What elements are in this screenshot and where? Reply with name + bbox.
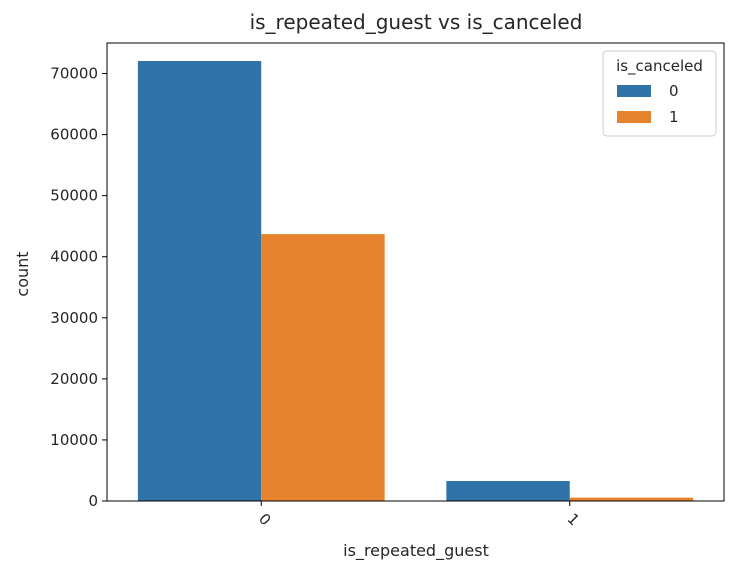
y-tick-label-10000: 10000 [50, 431, 98, 449]
y-tick-label-30000: 30000 [50, 309, 98, 327]
legend-label-0: 0 [669, 82, 679, 100]
bar-0-series-0 [137, 61, 262, 501]
plot-area: 0 10000 20000 30000 40000 50000 60000 70000 0 1 [50, 42, 725, 529]
bar-0-series-1 [261, 234, 385, 501]
y-tick-label-50000: 50000 [50, 187, 98, 205]
legend-title: is_canceled [616, 57, 703, 76]
bar-1-series-0 [446, 481, 570, 501]
y-tick-label-40000: 40000 [50, 248, 98, 266]
x-tick-label-0: 0 [255, 510, 274, 529]
x-tick-label-1: 1 [564, 510, 583, 529]
legend: is_canceled 0 1 [602, 50, 717, 137]
y-tick-label-70000: 70000 [50, 65, 98, 83]
legend-label-1: 1 [669, 108, 679, 126]
y-axis-label: count [13, 251, 32, 296]
y-tick-label-20000: 20000 [50, 370, 98, 388]
legend-swatch-0 [617, 85, 651, 97]
chart-title: is_repeated_guest vs is_canceled [250, 10, 583, 34]
bar-1-series-1 [569, 497, 694, 501]
x-axis-label: is_repeated_guest [343, 541, 489, 561]
legend-swatch-1 [617, 111, 651, 123]
y-tick-label-0: 0 [88, 492, 98, 510]
plot-frame [106, 42, 725, 502]
y-tick-label-60000: 60000 [50, 126, 98, 144]
